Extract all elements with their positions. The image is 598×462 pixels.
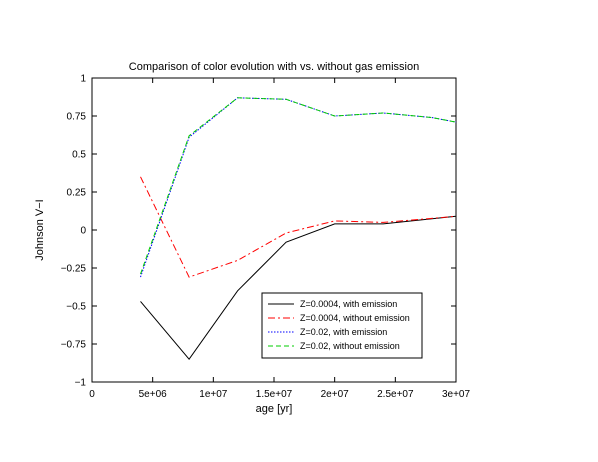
legend-box — [261, 292, 423, 359]
x-axis-label: age [yr] — [256, 403, 293, 415]
x-tick-label: 5e+06 — [139, 389, 168, 400]
y-tick-label: 0.5 — [72, 150, 86, 161]
x-axis: 0 5e+06 1e+07 1.5e+07 2e+07 2.5e+07 3e+07 — [89, 78, 470, 400]
y-tick-label: 0.25 — [67, 188, 87, 199]
x-tick-label: 1.5e+07 — [256, 389, 293, 400]
legend-label-1: Z=0.0004, with emission — [300, 299, 397, 309]
series-line-1 — [140, 215, 457, 361]
y-tick-label: 0 — [80, 226, 86, 237]
plot-series — [140, 97, 457, 361]
y-axis: −1 −0.75 −0.5 −0.25 0 0.25 0.5 0.75 1 — [61, 74, 456, 389]
legend-label-2: Z=0.0004, without emission — [300, 313, 410, 323]
y-tick-label: −0.5 — [66, 302, 86, 313]
x-tick-label: 1e+07 — [199, 389, 228, 400]
y-tick-label: −0.75 — [61, 340, 87, 351]
x-tick-label: 2.5e+07 — [377, 389, 414, 400]
legend: Z=0.0004, with emission Z=0.0004, without… — [261, 292, 423, 359]
y-tick-label: 1 — [80, 74, 86, 85]
chart-title: Comparison of color evolution with vs. w… — [129, 61, 419, 73]
y-tick-label: 0.75 — [67, 112, 87, 123]
series-line-4 — [140, 97, 457, 275]
x-tick-label: 2e+07 — [321, 389, 350, 400]
series-line-3 — [140, 97, 457, 278]
y-axis-label: Johnson V−I — [34, 199, 46, 260]
legend-label-4: Z=0.02, without emission — [300, 341, 400, 351]
y-tick-label: −1 — [75, 378, 87, 389]
x-tick-label: 3e+07 — [442, 389, 471, 400]
series-line-2 — [140, 176, 457, 278]
y-tick-label: −0.25 — [61, 264, 87, 275]
legend-label-3: Z=0.02, with emission — [300, 327, 387, 337]
x-tick-label: 0 — [89, 389, 95, 400]
